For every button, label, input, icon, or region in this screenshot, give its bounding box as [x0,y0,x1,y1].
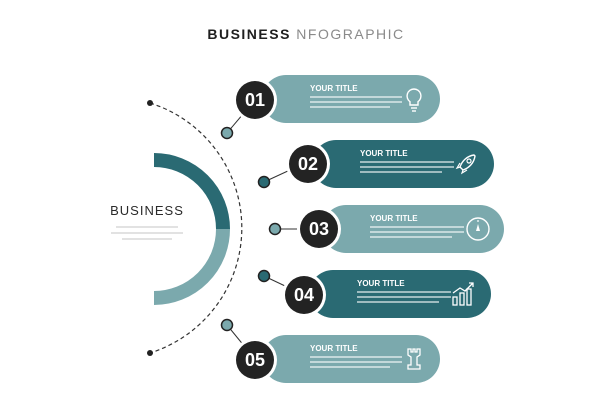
step-card-2: YOUR TITLE [312,140,494,188]
step-text-placeholder [370,226,464,228]
step-text-placeholder [310,101,402,103]
step-title-2: YOUR TITLE [360,149,408,158]
step-text-placeholder [360,171,442,173]
step-number-4: 04 [285,276,323,314]
node-4 [257,269,271,283]
step-number-3: 03 [300,210,338,248]
step-number-5: 05 [236,341,274,379]
ring-light [153,228,230,305]
left-label: BUSINESS [110,203,184,218]
node-1 [220,126,234,140]
node-5 [220,318,234,332]
dashed-arc [149,102,243,354]
step-title-3: YOUR TITLE [370,214,418,223]
lightbulb-icon [406,88,422,112]
step-title-5: YOUR TITLE [310,344,358,353]
step-title-4: YOUR TITLE [357,279,405,288]
chess-rook-icon [407,348,421,370]
step-card-1: YOUR TITLE [262,75,440,123]
title-bold: BUSINESS [207,26,291,42]
left-text-placeholder [104,222,190,262]
chart-icon [452,282,474,306]
ring-dark [153,153,230,230]
node-3 [268,222,282,236]
step-text-placeholder [310,106,390,108]
step-text-placeholder [310,356,402,358]
arc-end-bottom [147,350,153,356]
step-number-2: 02 [289,145,327,183]
step-text-placeholder [370,236,452,238]
step-text-placeholder [360,161,454,163]
step-text-placeholder [370,231,464,233]
step-text-placeholder [310,96,402,98]
step-text-placeholder [357,301,439,303]
step-text-placeholder [310,361,402,363]
step-text-placeholder [357,291,451,293]
arc-end-top [147,100,153,106]
step-title-1: YOUR TITLE [310,84,358,93]
rocket-icon [455,154,476,175]
node-2 [257,175,271,189]
step-text-placeholder [310,366,390,368]
step-text-placeholder [360,166,454,168]
step-card-5: YOUR TITLE [262,335,440,383]
compass-icon [466,217,490,241]
title-light: NFOGRAPHIC [290,26,405,42]
step-card-3: YOUR TITLE [322,205,504,253]
step-card-4: YOUR TITLE [309,270,491,318]
step-text-placeholder [357,296,451,298]
step-number-1: 01 [236,81,274,119]
infographic-title: BUSINESS NFOGRAPHIC [0,26,612,42]
